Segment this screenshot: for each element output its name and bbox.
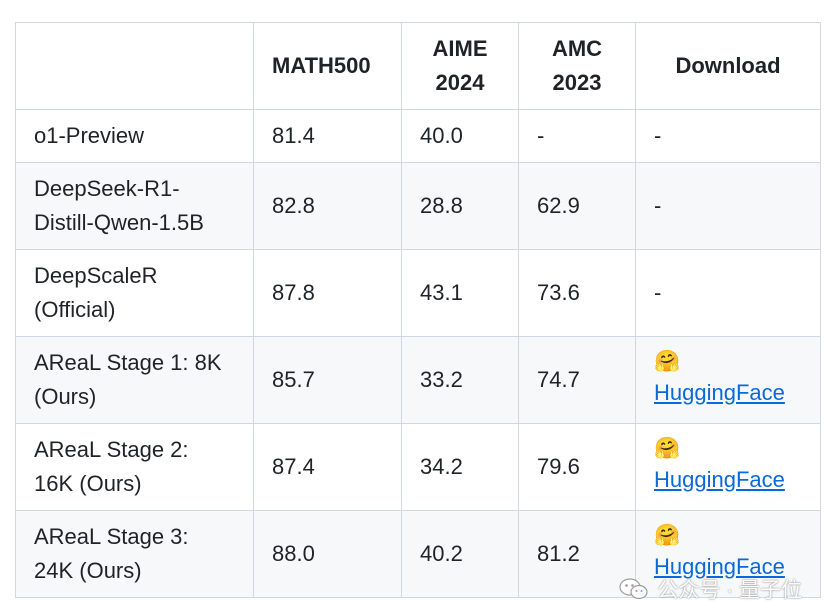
download-cell: - bbox=[635, 249, 821, 337]
amc2023-cell: - bbox=[518, 109, 636, 163]
download-cell: - bbox=[635, 162, 821, 250]
math500-cell: 81.4 bbox=[253, 109, 402, 163]
aime2024-cell: 33.2 bbox=[401, 336, 519, 424]
amc2023-cell: 74.7 bbox=[518, 336, 636, 424]
model-cell: AReaL Stage 3: 24K (Ours) bbox=[15, 510, 254, 598]
huggingface-link[interactable]: HuggingFace bbox=[654, 554, 785, 579]
hugging-face-emoji-icon: 🤗 bbox=[654, 524, 681, 547]
table-row: DeepScaleR (Official) 87.8 43.1 73.6 - bbox=[15, 249, 821, 337]
model-cell: DeepSeek-R1- Distill-Qwen-1.5B bbox=[15, 162, 254, 250]
header-aime2024: AIME 2024 bbox=[401, 22, 519, 110]
amc2023-cell: 79.6 bbox=[518, 423, 636, 511]
header-row: MATH500 AIME 2024 AMC 2023 Download bbox=[15, 22, 821, 110]
header-amc2023: AMC 2023 bbox=[518, 22, 636, 110]
download-cell: - bbox=[635, 109, 821, 163]
aime2024-cell: 34.2 bbox=[401, 423, 519, 511]
header-download: Download bbox=[635, 22, 821, 110]
watermark: 公众号 · 量子位 bbox=[619, 574, 802, 604]
huggingface-link[interactable]: HuggingFace bbox=[654, 467, 785, 492]
download-cell: 🤗 HuggingFace bbox=[635, 423, 821, 511]
math500-cell: 88.0 bbox=[253, 510, 402, 598]
amc2023-cell: 81.2 bbox=[518, 510, 636, 598]
download-cell: 🤗 HuggingFace bbox=[635, 510, 821, 598]
math500-cell: 82.8 bbox=[253, 162, 402, 250]
table-row: AReaL Stage 1: 8K (Ours) 85.7 33.2 74.7 🤗… bbox=[15, 336, 821, 424]
header-math500: MATH500 bbox=[253, 22, 402, 110]
model-cell: o1-Preview bbox=[15, 109, 254, 163]
amc2023-cell: 62.9 bbox=[518, 162, 636, 250]
math500-cell: 87.4 bbox=[253, 423, 402, 511]
aime2024-cell: 28.8 bbox=[401, 162, 519, 250]
download-cell: 🤗 HuggingFace bbox=[635, 336, 821, 424]
model-cell: AReaL Stage 2: 16K (Ours) bbox=[15, 423, 254, 511]
model-cell: AReaL Stage 1: 8K (Ours) bbox=[15, 336, 254, 424]
huggingface-link[interactable]: HuggingFace bbox=[654, 380, 785, 405]
model-cell: DeepScaleR (Official) bbox=[15, 249, 254, 337]
aime2024-cell: 43.1 bbox=[401, 249, 519, 337]
watermark-text: 公众号 · 量子位 bbox=[657, 579, 802, 602]
table-row: AReaL Stage 2: 16K (Ours) 87.4 34.2 79.6 … bbox=[15, 423, 821, 511]
aime2024-cell: 40.2 bbox=[401, 510, 519, 598]
math500-cell: 85.7 bbox=[253, 336, 402, 424]
results-table: MATH500 AIME 2024 AMC 2023 Download o1-Pre… bbox=[15, 22, 821, 598]
header-model bbox=[15, 22, 254, 110]
amc2023-cell: 73.6 bbox=[518, 249, 636, 337]
hugging-face-emoji-icon: 🤗 bbox=[654, 350, 681, 373]
wechat-icon bbox=[619, 578, 648, 600]
table-row: DeepSeek-R1- Distill-Qwen-1.5B 82.8 28.8 … bbox=[15, 162, 821, 250]
aime2024-cell: 40.0 bbox=[401, 109, 519, 163]
table-row: o1-Preview 81.4 40.0 - - bbox=[15, 109, 821, 163]
table-row: AReaL Stage 3: 24K (Ours) 88.0 40.2 81.2 … bbox=[15, 510, 821, 598]
math500-cell: 87.8 bbox=[253, 249, 402, 337]
hugging-face-emoji-icon: 🤗 bbox=[654, 437, 681, 460]
